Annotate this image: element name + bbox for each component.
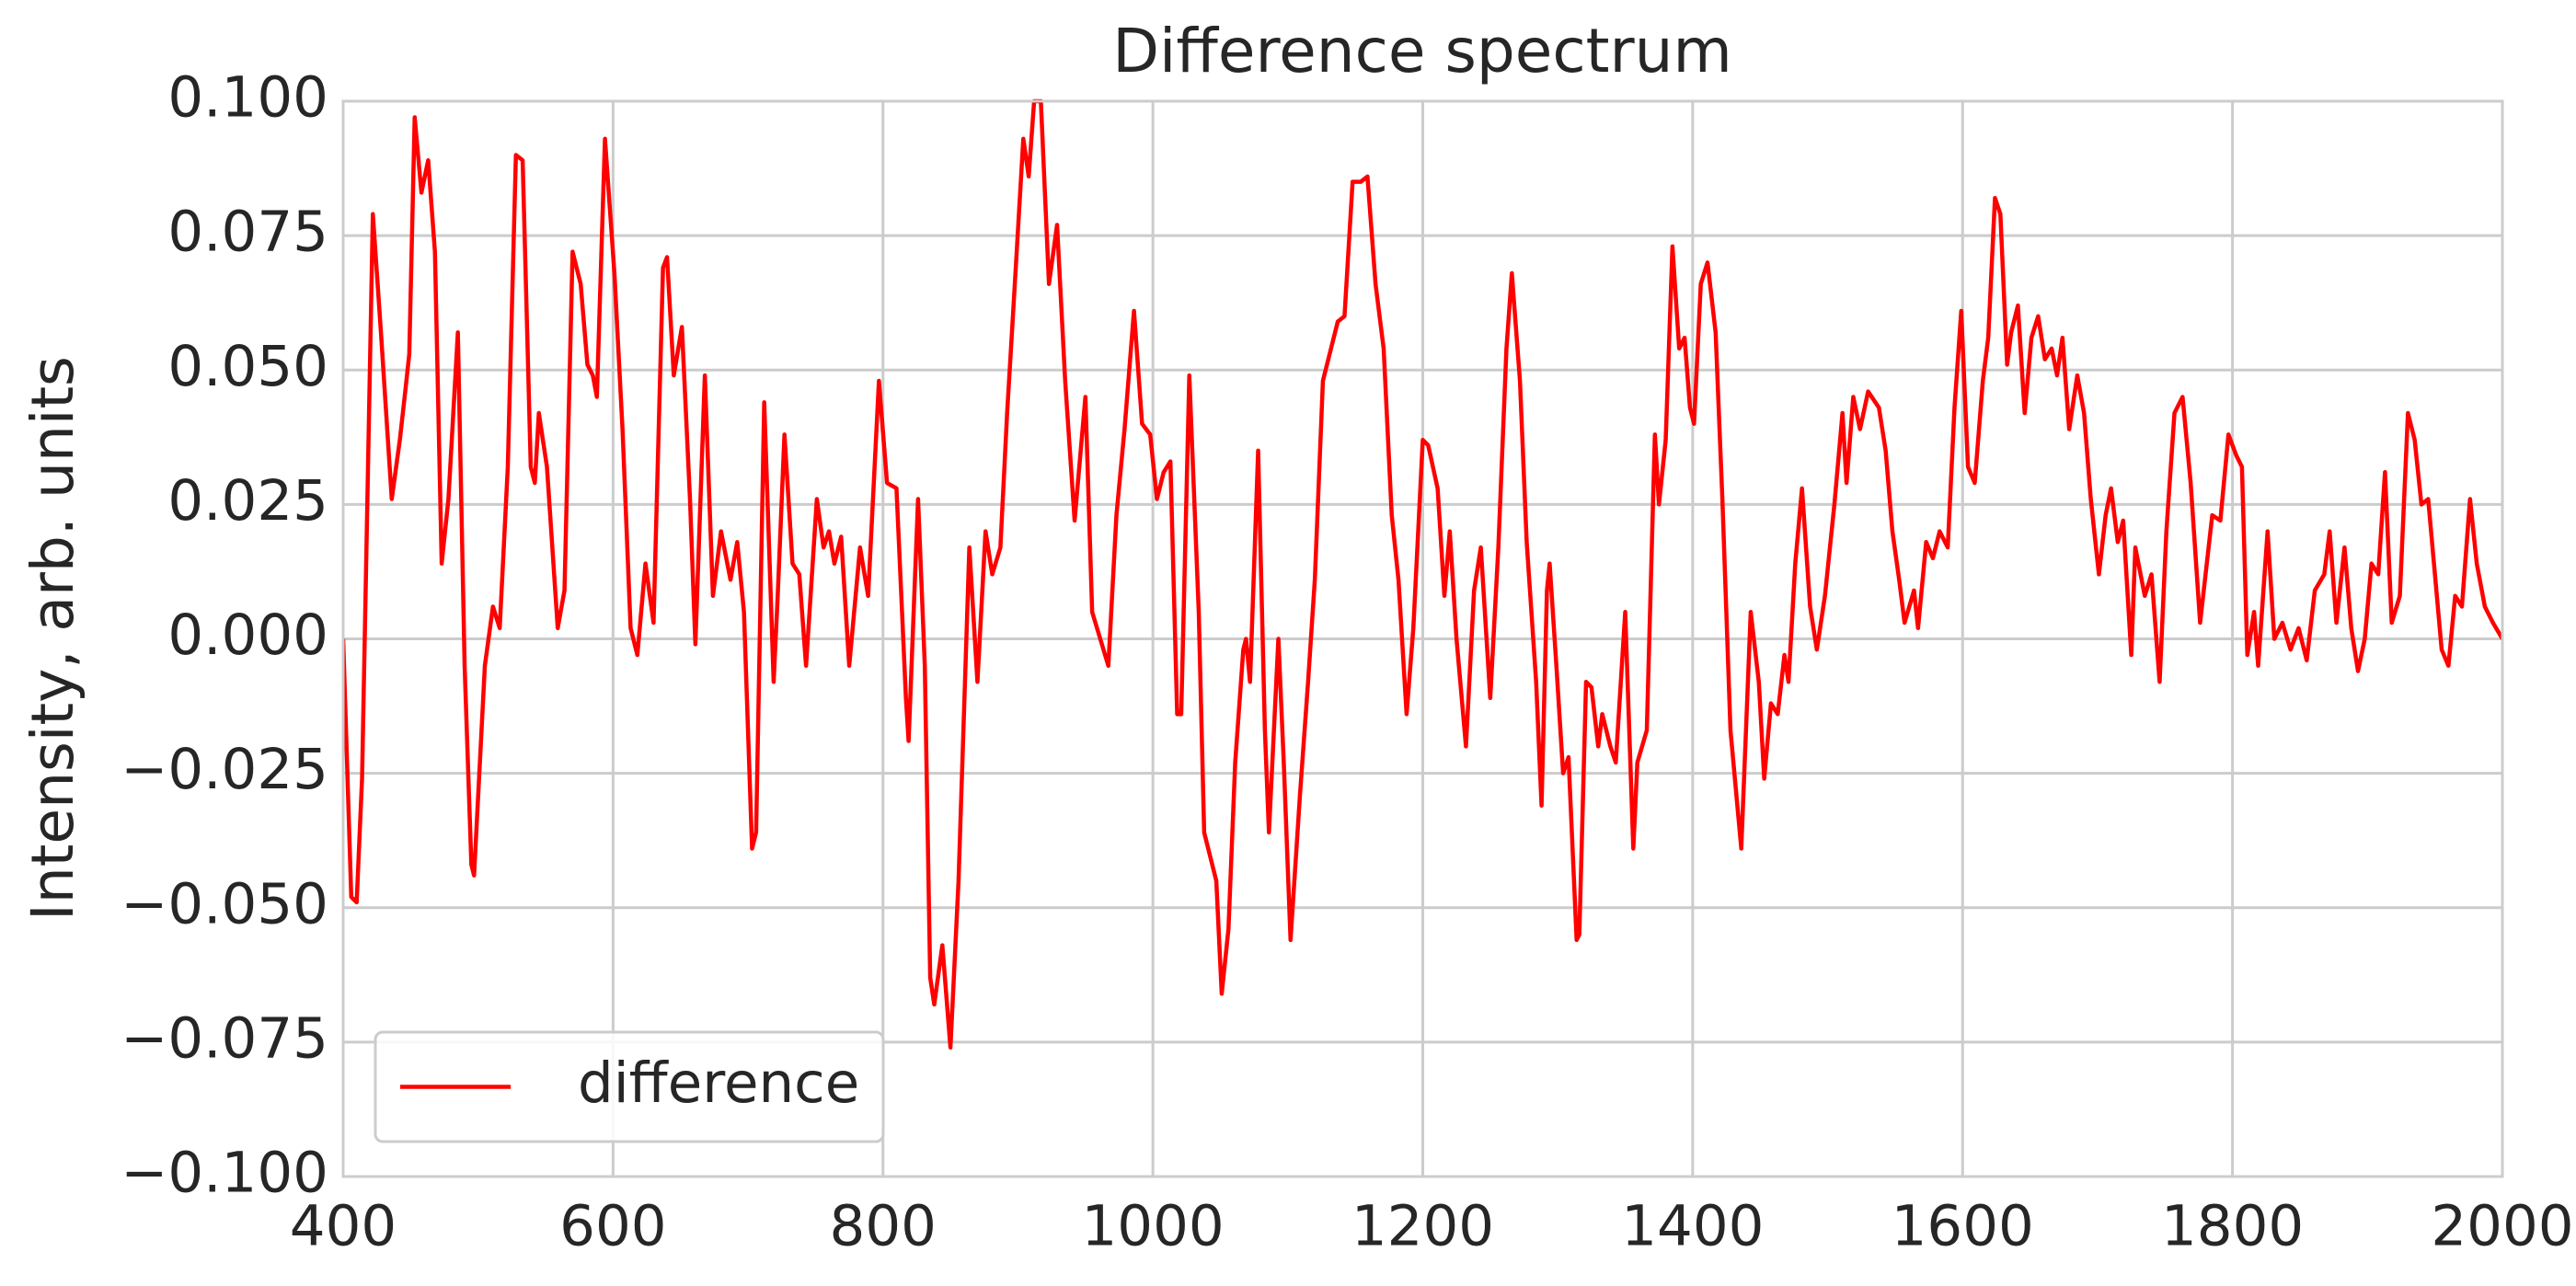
y-tick-label: −0.025 xyxy=(121,737,328,802)
x-tick-label: 800 xyxy=(830,1194,937,1259)
legend-label: difference xyxy=(578,1051,859,1116)
legend-box xyxy=(374,1030,885,1143)
x-tick-label: 1600 xyxy=(1892,1194,2034,1259)
x-tick-label: 1400 xyxy=(1621,1194,1764,1259)
x-tick-label: 1200 xyxy=(1351,1194,1494,1259)
y-tick-label: 0.075 xyxy=(167,200,328,265)
chart-title: Difference spectrum xyxy=(1112,16,1732,86)
y-tick-label: 0.050 xyxy=(167,334,328,399)
y-axis-label: Intensity, arb. units xyxy=(19,356,86,921)
y-tick-label: 0.100 xyxy=(167,65,328,131)
x-tick-label: 1000 xyxy=(1082,1194,1225,1259)
x-tick-label: 400 xyxy=(290,1194,397,1259)
x-tick-label: 600 xyxy=(559,1194,666,1259)
y-tick-label: −0.100 xyxy=(121,1141,328,1206)
plot xyxy=(343,98,2502,1050)
y-tick-label: 0.025 xyxy=(167,468,328,534)
plot-frame xyxy=(341,99,2504,1178)
y-tick-label: 0.000 xyxy=(167,603,328,668)
x-tick-label: 1800 xyxy=(2161,1194,2304,1259)
data-line xyxy=(343,98,2502,1050)
x-tick-label: 2000 xyxy=(2431,1194,2573,1259)
y-tick-label: −0.050 xyxy=(121,871,328,936)
y-tick-label: −0.075 xyxy=(121,1005,328,1071)
